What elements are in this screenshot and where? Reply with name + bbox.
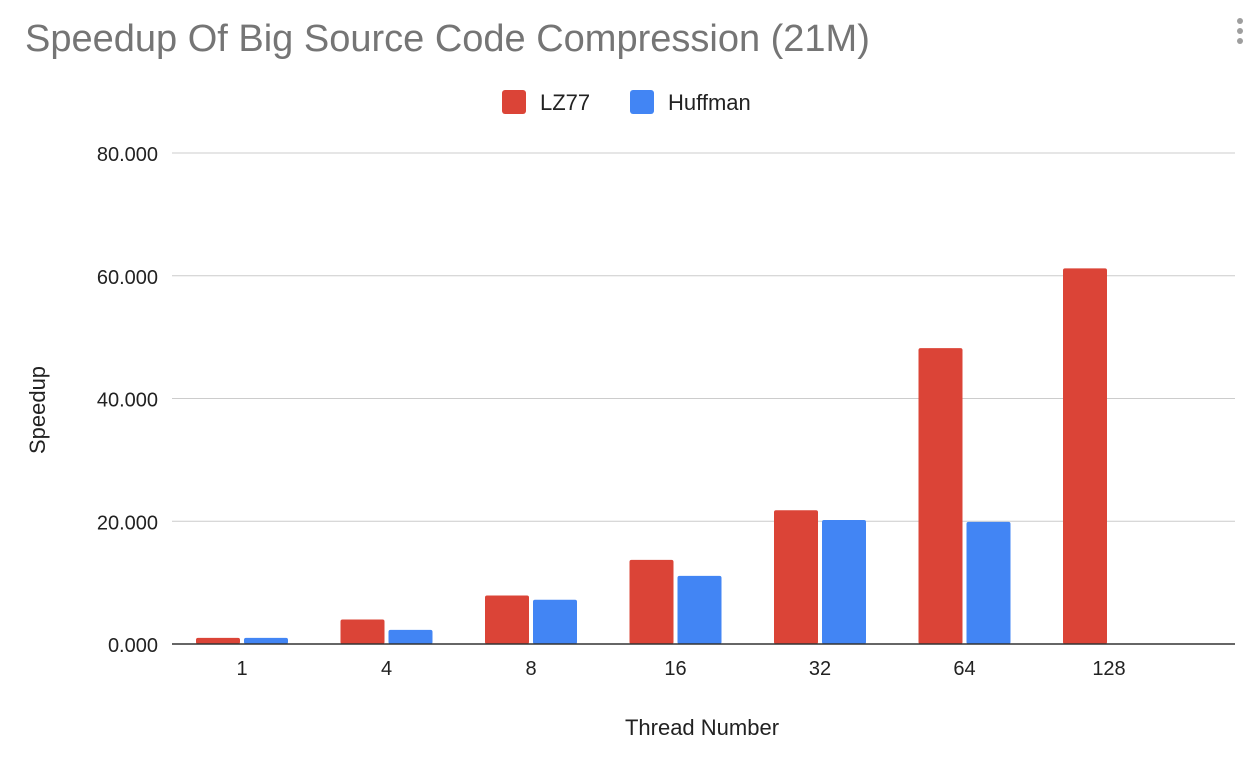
y-tick-label: 80.000	[97, 144, 158, 166]
y-tick-label: 20.000	[97, 512, 158, 534]
x-tick-label: 16	[664, 658, 686, 680]
y-tick-label: 0.000	[108, 635, 158, 657]
x-tick-label: 32	[809, 658, 831, 680]
bar-lz77-16[interactable]	[629, 559, 674, 644]
bar-lz77-8[interactable]	[485, 595, 529, 644]
y-axis-label: Speedup	[25, 366, 50, 454]
bar-huffman-32[interactable]	[822, 520, 866, 644]
bar-lz77-1[interactable]	[196, 637, 240, 644]
x-tick-label: 8	[525, 658, 536, 680]
bars	[196, 268, 1107, 644]
chart-title: Speedup Of Big Source Code Compression (…	[25, 18, 870, 60]
bar-lz77-4[interactable]	[340, 619, 385, 644]
x-tick-label: 64	[953, 658, 975, 680]
x-tick-label: 128	[1092, 658, 1125, 680]
gridlines	[172, 152, 1235, 522]
y-tick-label: 60.000	[97, 267, 158, 289]
legend: LZ77 Huffman	[502, 90, 751, 115]
x-axis-ticks: 1 4 8 16 32 64 128	[236, 658, 1125, 680]
bar-lz77-128[interactable]	[1063, 268, 1107, 644]
x-tick-label: 1	[236, 658, 247, 680]
bar-huffman-1[interactable]	[244, 637, 288, 644]
bar-huffman-8[interactable]	[533, 599, 577, 644]
bar-lz77-64[interactable]	[918, 348, 963, 644]
bar-huffman-64[interactable]	[966, 521, 1011, 644]
legend-label-lz77[interactable]: LZ77	[540, 90, 590, 115]
more-vert-icon[interactable]	[1236, 16, 1244, 52]
x-tick-label: 4	[381, 658, 392, 680]
bar-lz77-32[interactable]	[774, 510, 818, 644]
bar-huffman-4[interactable]	[388, 629, 433, 644]
legend-label-huffman[interactable]: Huffman	[668, 90, 751, 115]
legend-swatch-huffman[interactable]	[630, 90, 654, 114]
legend-swatch-lz77[interactable]	[502, 90, 526, 114]
bar-huffman-16[interactable]	[677, 575, 722, 644]
y-axis-ticks: 0.000 20.000 40.000 60.000 80.000	[97, 144, 158, 657]
x-axis-label: Thread Number	[625, 715, 779, 740]
y-tick-label: 40.000	[97, 390, 158, 412]
